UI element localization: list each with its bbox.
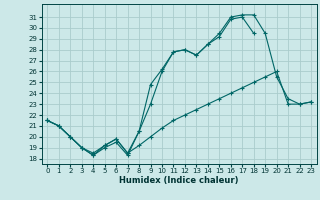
X-axis label: Humidex (Indice chaleur): Humidex (Indice chaleur) [119,176,239,185]
